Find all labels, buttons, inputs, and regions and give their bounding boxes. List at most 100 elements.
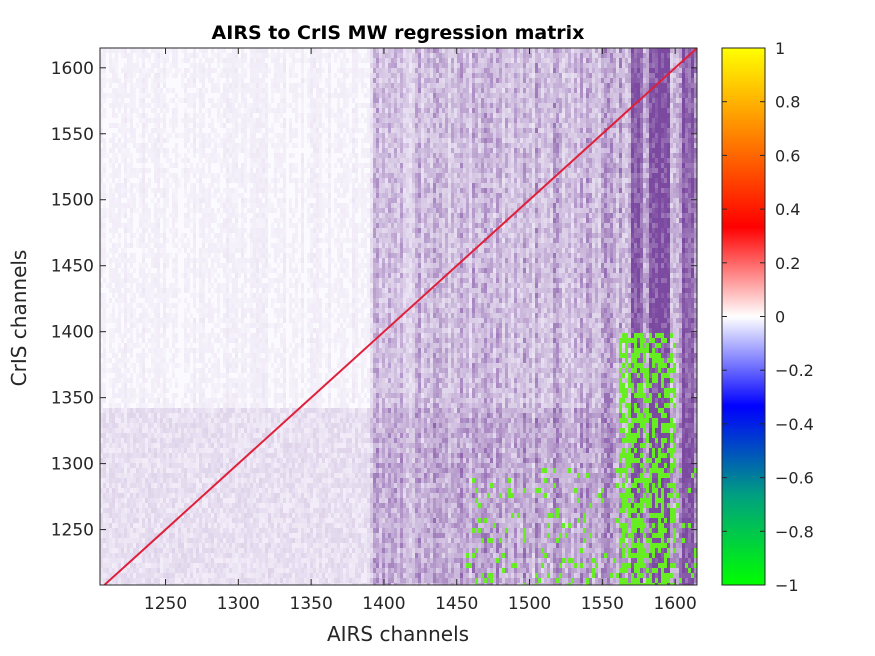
heatmap-cell (184, 308, 187, 313)
heatmap-cell (112, 98, 115, 103)
heatmap-cell (169, 283, 172, 288)
heatmap-cell (241, 383, 244, 388)
heatmap-cell (238, 518, 241, 523)
heatmap-cell (127, 198, 130, 203)
heatmap-cell (127, 368, 130, 373)
heatmap-cell (226, 263, 229, 268)
heatmap-cell (151, 438, 154, 443)
heatmap-cell (265, 563, 268, 568)
heatmap-cell (130, 153, 133, 158)
heatmap-cell (265, 348, 268, 353)
heatmap-cell (172, 473, 175, 478)
heatmap-cell (244, 113, 247, 118)
heatmap-cell (205, 218, 208, 223)
heatmap-cell (208, 568, 211, 573)
heatmap-cell (265, 168, 268, 173)
heatmap-cell (211, 313, 214, 318)
heatmap-cell (127, 328, 130, 333)
heatmap-cell (208, 73, 211, 78)
heatmap-cell (112, 78, 115, 83)
heatmap-cell (217, 383, 220, 388)
heatmap-cell (265, 513, 268, 518)
heatmap-cell (220, 163, 223, 168)
heatmap-cell (115, 213, 118, 218)
heatmap-cell (229, 423, 232, 428)
heatmap-cell (157, 443, 160, 448)
heatmap-cell (115, 173, 118, 178)
heatmap-cell (247, 518, 250, 523)
heatmap-cell (259, 343, 262, 348)
heatmap-cell (157, 233, 160, 238)
heatmap-cell (145, 533, 148, 538)
heatmap-cell (247, 498, 250, 503)
heatmap-cell (220, 478, 223, 483)
heatmap-cell (148, 448, 151, 453)
heatmap-cell (223, 293, 226, 298)
heatmap-cell (229, 313, 232, 318)
heatmap-cell (169, 183, 172, 188)
heatmap-cell (187, 113, 190, 118)
heatmap-cell (103, 393, 106, 398)
heatmap-cell (112, 243, 115, 248)
heatmap-cell (187, 353, 190, 358)
heatmap-cell (163, 128, 166, 133)
heatmap-cell (175, 438, 178, 443)
heatmap-cell (226, 513, 229, 518)
heatmap-cell (124, 313, 127, 318)
heatmap-cell (175, 578, 178, 583)
heatmap-cell (223, 273, 226, 278)
heatmap-cell (157, 473, 160, 478)
heatmap-cell (130, 488, 133, 493)
heatmap-cell (232, 298, 235, 303)
heatmap-cell (259, 298, 262, 303)
heatmap-cell (262, 508, 265, 513)
heatmap-cell (268, 413, 271, 418)
heatmap-cell (190, 468, 193, 473)
heatmap-cell (139, 578, 142, 583)
heatmap-cell (235, 378, 238, 383)
heatmap-cell (202, 543, 205, 548)
heatmap-cell (256, 488, 259, 493)
heatmap-cell (196, 573, 199, 578)
heatmap-cell (109, 218, 112, 223)
heatmap-cell (202, 573, 205, 578)
heatmap-cell (190, 583, 193, 585)
heatmap-cell (100, 318, 103, 323)
heatmap-cell (100, 363, 103, 368)
heatmap-cell (121, 283, 124, 288)
heatmap-cell (238, 78, 241, 83)
heatmap-cell (124, 318, 127, 323)
heatmap-cell (121, 418, 124, 423)
heatmap-cell (193, 108, 196, 113)
heatmap-cell (256, 68, 259, 73)
heatmap-cell (118, 423, 121, 428)
heatmap-cell (100, 368, 103, 373)
heatmap-cell (139, 558, 142, 563)
heatmap-cell (133, 298, 136, 303)
heatmap-cell (211, 488, 214, 493)
heatmap-cell (154, 558, 157, 563)
heatmap-cell (220, 463, 223, 468)
heatmap-cell (256, 428, 259, 433)
heatmap-cell (253, 123, 256, 128)
heatmap-cell (100, 88, 103, 93)
heatmap-cell (157, 63, 160, 68)
heatmap-cell (115, 223, 118, 228)
heatmap-cell (166, 403, 169, 408)
heatmap-cell (268, 418, 271, 423)
heatmap-cell (184, 143, 187, 148)
heatmap-cell (106, 178, 109, 183)
heatmap-cell (193, 283, 196, 288)
heatmap-cell (100, 168, 103, 173)
heatmap-cell (241, 418, 244, 423)
heatmap-cell (250, 188, 253, 193)
heatmap-cell (199, 178, 202, 183)
heatmap-cell (232, 123, 235, 128)
heatmap-cell (115, 143, 118, 148)
heatmap-cell (118, 163, 121, 168)
heatmap-cell (268, 498, 271, 503)
heatmap-cell (157, 208, 160, 213)
heatmap-cell (235, 223, 238, 228)
heatmap-cell (238, 328, 241, 333)
heatmap-cell (112, 158, 115, 163)
